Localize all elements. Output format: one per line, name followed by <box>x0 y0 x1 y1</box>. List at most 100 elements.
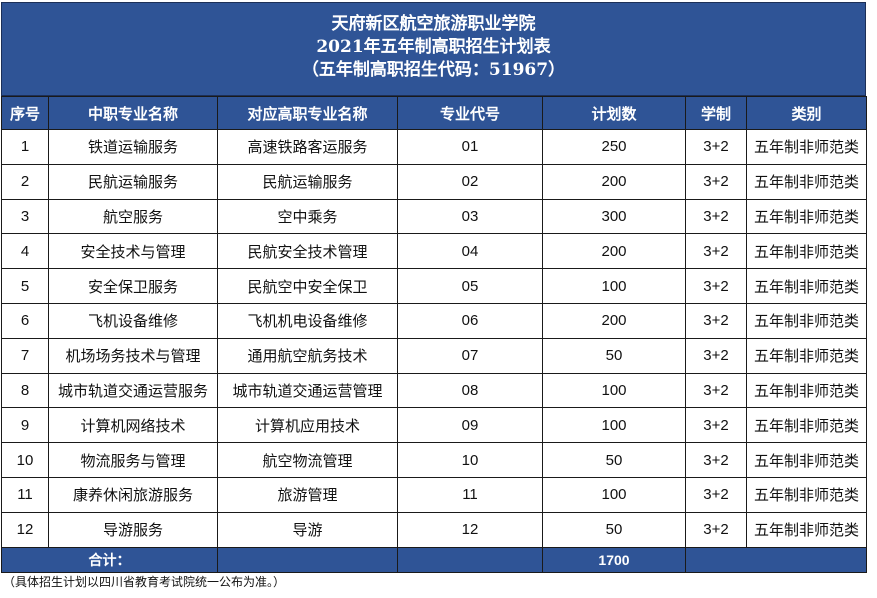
header-plan-count: 计划数 <box>542 96 686 130</box>
cell-major-code: 06 <box>397 302 543 339</box>
cell-major-code: 07 <box>397 337 543 374</box>
cell-plan-count: 50 <box>542 511 686 548</box>
cell-index: 11 <box>1 476 49 513</box>
cell-category: 五年制非师范类 <box>746 372 867 409</box>
cell-plan-count: 100 <box>542 372 686 409</box>
cell-plan-count: 200 <box>542 233 686 270</box>
cell-secondary-major: 飞机设备维修 <box>48 302 218 339</box>
cell-secondary-major: 机场场务技术与管理 <box>48 337 218 374</box>
total-row: 合计： 1700 <box>1 546 867 573</box>
cell-index: 10 <box>1 442 49 478</box>
cell-duration: 3+2 <box>685 511 747 548</box>
header-major-code: 专业代号 <box>397 96 543 130</box>
cell-index: 8 <box>1 372 49 409</box>
cell-secondary-major: 安全保卫服务 <box>48 268 218 304</box>
cell-higher-major: 城市轨道交通运营管理 <box>217 372 398 409</box>
cell-category: 五年制非师范类 <box>746 268 867 304</box>
total-value: 1700 <box>542 546 686 573</box>
cell-plan-count: 100 <box>542 476 686 513</box>
cell-duration: 3+2 <box>685 337 747 374</box>
cell-higher-major: 飞机机电设备维修 <box>217 302 398 339</box>
header-secondary-major: 中职专业名称 <box>48 96 218 130</box>
cell-secondary-major: 城市轨道交通运营服务 <box>48 372 218 409</box>
cell-category: 五年制非师范类 <box>746 442 867 478</box>
cell-category: 五年制非师范类 <box>746 511 867 548</box>
cell-index: 4 <box>1 233 49 270</box>
cell-plan-count: 300 <box>542 198 686 235</box>
cell-duration: 3+2 <box>685 233 747 270</box>
cell-major-code: 04 <box>397 233 543 270</box>
table-row: 2 民航运输服务 民航运输服务 02 200 3+2 五年制非师范类 <box>1 163 867 200</box>
table-row: 3 航空服务 空中乘务 03 300 3+2 五年制非师范类 <box>1 198 867 235</box>
table-row: 8 城市轨道交通运营服务 城市轨道交通运营管理 08 100 3+2 五年制非师范类 <box>1 372 867 409</box>
cell-major-code: 05 <box>397 268 543 304</box>
total-label: 合计： <box>1 546 218 573</box>
header-category: 类别 <box>746 96 867 130</box>
table-row: 6 飞机设备维修 飞机机电设备维修 06 200 3+2 五年制非师范类 <box>1 302 867 339</box>
cell-category: 五年制非师范类 <box>746 129 867 165</box>
header-higher-major: 对应高职专业名称 <box>217 96 398 130</box>
cell-plan-count: 50 <box>542 337 686 374</box>
cell-duration: 3+2 <box>685 268 747 304</box>
cell-category: 五年制非师范类 <box>746 337 867 374</box>
cell-secondary-major: 康养休闲旅游服务 <box>48 476 218 513</box>
cell-plan-count: 100 <box>542 407 686 444</box>
cell-secondary-major: 航空服务 <box>48 198 218 235</box>
cell-category: 五年制非师范类 <box>746 302 867 339</box>
cell-category: 五年制非师范类 <box>746 233 867 270</box>
cell-index: 12 <box>1 511 49 548</box>
cell-plan-count: 50 <box>542 442 686 478</box>
cell-plan-count: 200 <box>542 302 686 339</box>
table-row: 1 铁道运输服务 高速铁路客运服务 01 250 3+2 五年制非师范类 <box>1 129 867 165</box>
cell-category: 五年制非师范类 <box>746 163 867 200</box>
cell-higher-major: 通用航空航务技术 <box>217 337 398 374</box>
table-row: 11 康养休闲旅游服务 旅游管理 11 100 3+2 五年制非师范类 <box>1 476 867 513</box>
cell-higher-major: 民航运输服务 <box>217 163 398 200</box>
enrollment-code: （五年制高职招生代码：51967） <box>301 60 566 80</box>
header-index: 序号 <box>1 96 49 130</box>
cell-index: 9 <box>1 407 49 444</box>
cell-plan-count: 200 <box>542 163 686 200</box>
cell-index: 6 <box>1 302 49 339</box>
total-blank <box>217 546 398 573</box>
cell-duration: 3+2 <box>685 407 747 444</box>
sheet-title: 天府新区航空旅游职业学院 2021年五年制高职招生计划表 （五年制高职招生代码：… <box>1 2 866 96</box>
cell-duration: 3+2 <box>685 372 747 409</box>
cell-category: 五年制非师范类 <box>746 476 867 513</box>
cell-higher-major: 空中乘务 <box>217 198 398 235</box>
cell-secondary-major: 导游服务 <box>48 511 218 548</box>
cell-secondary-major: 物流服务与管理 <box>48 442 218 478</box>
cell-major-code: 09 <box>397 407 543 444</box>
table-row: 12 导游服务 导游 12 50 3+2 五年制非师范类 <box>1 511 867 548</box>
cell-major-code: 02 <box>397 163 543 200</box>
cell-higher-major: 高速铁路客运服务 <box>217 129 398 165</box>
cell-index: 7 <box>1 337 49 374</box>
cell-higher-major: 旅游管理 <box>217 476 398 513</box>
enrollment-plan-sheet: 天府新区航空旅游职业学院 2021年五年制高职招生计划表 （五年制高职招生代码：… <box>1 2 867 591</box>
cell-secondary-major: 铁道运输服务 <box>48 129 218 165</box>
cell-higher-major: 民航空中安全保卫 <box>217 268 398 304</box>
cell-major-code: 03 <box>397 198 543 235</box>
header-duration: 学制 <box>685 96 747 130</box>
cell-major-code: 01 <box>397 129 543 165</box>
cell-major-code: 08 <box>397 372 543 409</box>
cell-category: 五年制非师范类 <box>746 198 867 235</box>
cell-duration: 3+2 <box>685 129 747 165</box>
cell-duration: 3+2 <box>685 302 747 339</box>
school-name: 天府新区航空旅游职业学院 <box>331 14 536 34</box>
cell-index: 2 <box>1 163 49 200</box>
cell-major-code: 11 <box>397 476 543 513</box>
cell-secondary-major: 安全技术与管理 <box>48 233 218 270</box>
cell-index: 5 <box>1 268 49 304</box>
cell-secondary-major: 民航运输服务 <box>48 163 218 200</box>
total-blank <box>397 546 543 573</box>
enrollment-table: 序号 中职专业名称 对应高职专业名称 专业代号 计划数 学制 类别 1 铁道运输服… <box>1 96 867 573</box>
cell-plan-count: 100 <box>542 268 686 304</box>
cell-higher-major: 民航安全技术管理 <box>217 233 398 270</box>
header-row: 序号 中职专业名称 对应高职专业名称 专业代号 计划数 学制 类别 <box>1 96 867 130</box>
cell-major-code: 10 <box>397 442 543 478</box>
cell-duration: 3+2 <box>685 476 747 513</box>
cell-higher-major: 航空物流管理 <box>217 442 398 478</box>
table-body: 1 铁道运输服务 高速铁路客运服务 01 250 3+2 五年制非师范类 2 民航运输服务 民航运… <box>1 129 867 548</box>
total-blank <box>685 546 867 573</box>
